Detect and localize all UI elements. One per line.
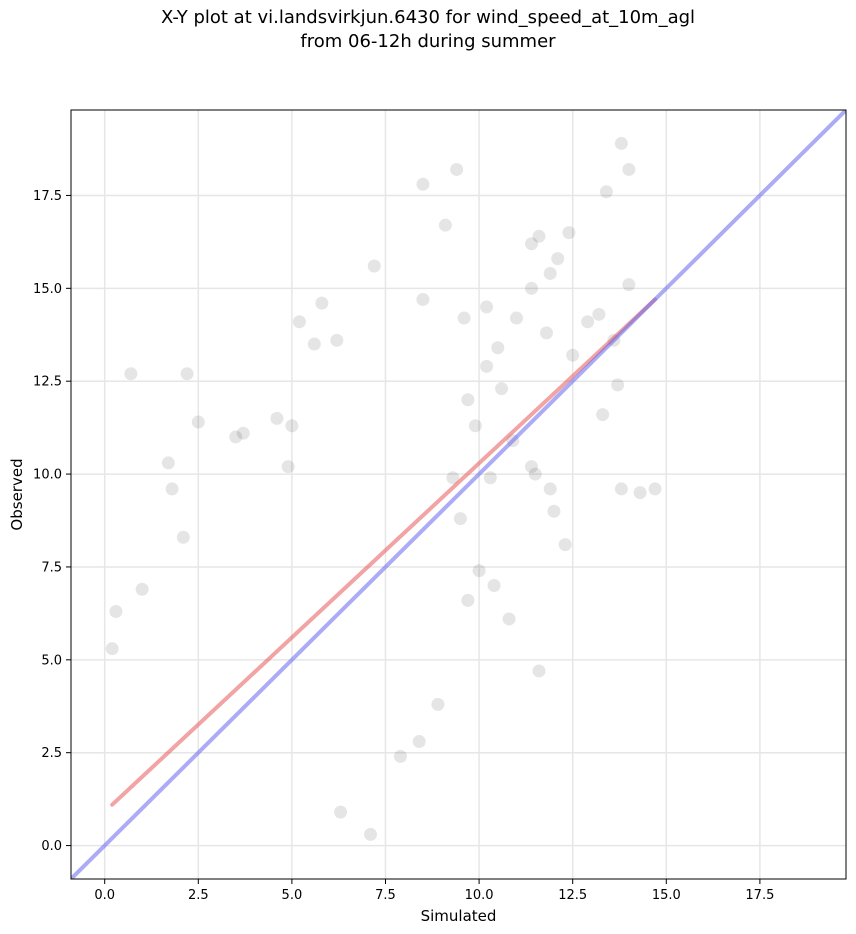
data-point xyxy=(614,482,628,496)
data-point xyxy=(105,642,119,656)
y-tick-label: 0.0 xyxy=(41,839,62,854)
data-point xyxy=(525,281,539,295)
y-tick-label: 2.5 xyxy=(41,746,62,761)
chart-subtitle: from 06-12h during summer xyxy=(300,31,556,52)
data-point xyxy=(109,605,123,619)
data-point xyxy=(416,177,430,191)
y-tick-label: 12.5 xyxy=(33,375,62,390)
data-point xyxy=(532,664,546,678)
x-tick-label: 17.5 xyxy=(745,888,774,903)
data-point xyxy=(461,393,475,407)
y-axis-label: Observed xyxy=(8,458,26,530)
series-line xyxy=(110,297,658,807)
data-point xyxy=(648,482,662,496)
y-tick-label: 7.5 xyxy=(41,560,62,575)
x-tick-label: 7.5 xyxy=(375,888,396,903)
plot-frame xyxy=(70,109,847,880)
data-point xyxy=(495,382,509,396)
data-point xyxy=(191,415,205,429)
x-tick-label: 15.0 xyxy=(652,888,681,903)
data-point xyxy=(633,486,647,500)
data-point xyxy=(367,259,381,273)
data-point xyxy=(483,471,497,485)
data-point xyxy=(622,278,636,292)
data-point xyxy=(528,467,542,481)
data-point xyxy=(292,315,306,329)
data-point xyxy=(393,749,407,763)
y-tick-label: 17.5 xyxy=(33,189,62,204)
y-tick-label: 15.0 xyxy=(33,282,62,297)
data-point xyxy=(525,460,539,474)
data-point xyxy=(547,504,561,518)
data-point xyxy=(165,482,179,496)
data-point xyxy=(431,697,445,711)
data-point xyxy=(491,341,505,355)
data-point xyxy=(461,593,475,607)
chart-title: X-Y plot at vi.landsvirkjun.6430 for win… xyxy=(160,7,696,28)
data-point xyxy=(480,300,494,314)
data-point xyxy=(480,359,494,373)
data-point xyxy=(334,805,348,819)
data-point xyxy=(562,226,576,240)
data-point xyxy=(236,426,250,440)
data-point xyxy=(539,326,553,340)
x-tick-label: 12.5 xyxy=(558,888,587,903)
data-point xyxy=(307,337,321,351)
data-point xyxy=(558,538,572,552)
data-point xyxy=(161,456,175,470)
data-point xyxy=(285,419,299,433)
data-point xyxy=(270,411,284,425)
data-point xyxy=(551,252,565,266)
data-point xyxy=(543,266,557,280)
data-point xyxy=(468,419,482,433)
data-point xyxy=(487,579,501,593)
data-point xyxy=(416,292,430,306)
data-point xyxy=(180,367,194,381)
data-point xyxy=(330,333,344,347)
data-point xyxy=(412,735,426,749)
y-tick-label: 5.0 xyxy=(41,653,62,668)
x-axis-label: Simulated xyxy=(421,907,497,925)
data-point xyxy=(611,378,625,392)
data-point xyxy=(581,315,595,329)
data-point xyxy=(543,482,557,496)
data-point xyxy=(438,218,452,232)
series-line xyxy=(71,110,846,879)
data-point xyxy=(472,564,486,578)
x-tick-label: 10.0 xyxy=(465,888,494,903)
data-point xyxy=(502,612,516,626)
data-point xyxy=(135,582,149,596)
data-point xyxy=(315,296,329,310)
data-point xyxy=(281,460,295,474)
y-tick-label: 10.0 xyxy=(33,468,62,483)
data-point xyxy=(446,471,460,485)
data-point xyxy=(622,162,636,176)
data-point xyxy=(599,185,613,199)
x-tick-label: 2.5 xyxy=(188,888,209,903)
data-point xyxy=(525,237,539,251)
data-point xyxy=(596,408,610,422)
x-tick-label: 0.0 xyxy=(94,888,115,903)
data-point xyxy=(510,311,524,325)
plot-area xyxy=(71,110,846,879)
data-point xyxy=(457,311,471,325)
x-tick-label: 5.0 xyxy=(282,888,303,903)
data-point xyxy=(453,512,467,526)
data-point xyxy=(614,136,628,150)
data-point xyxy=(124,367,138,381)
data-point xyxy=(532,229,546,243)
data-point xyxy=(566,348,580,362)
data-point xyxy=(176,530,190,544)
data-point xyxy=(450,162,464,176)
data-point xyxy=(592,307,606,321)
data-point xyxy=(364,827,378,841)
data-point xyxy=(229,430,243,444)
